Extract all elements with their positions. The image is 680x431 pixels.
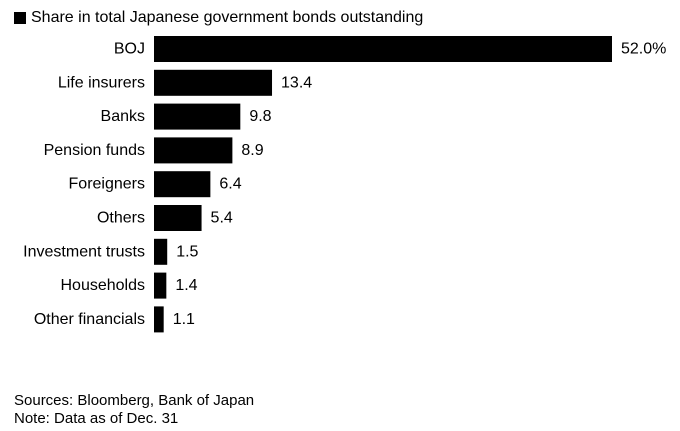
- category-label-others: Others: [97, 210, 145, 227]
- legend: Share in total Japanese government bonds…: [14, 8, 423, 28]
- bar-foreigners: [154, 171, 211, 198]
- value-label-banks: 9.8: [249, 108, 271, 125]
- bar-banks: [154, 103, 241, 130]
- bar-life-insurers: [154, 69, 273, 96]
- value-label-investment-trusts: 1.5: [176, 243, 198, 260]
- category-label-boj: BOJ: [114, 41, 145, 58]
- value-label-other-financials: 1.1: [173, 311, 195, 328]
- bar-boj: [154, 36, 612, 62]
- category-label-foreigners: Foreigners: [69, 176, 145, 193]
- category-label-banks: Banks: [101, 108, 145, 125]
- note-text: Note: Data as of Dec. 31: [14, 410, 179, 427]
- bar-other-financials: [154, 306, 164, 333]
- category-label-other-financials: Other financials: [34, 311, 145, 328]
- sources-text: Sources: Bloomberg, Bank of Japan: [14, 392, 255, 409]
- value-label-others: 5.4: [211, 210, 233, 227]
- value-label-foreigners: 6.4: [219, 176, 241, 193]
- bar-pension-funds: [154, 137, 233, 164]
- bar-investment-trusts: [154, 238, 168, 265]
- category-label-households: Households: [61, 277, 146, 294]
- value-label-life-insurers: 13.4: [281, 74, 312, 91]
- value-label-pension-funds: 8.9: [241, 142, 263, 159]
- legend-label: Share in total Japanese government bonds…: [31, 9, 424, 26]
- chart-footer: Sources: Bloomberg, Bank of Japan Note: …: [14, 392, 254, 428]
- legend-swatch: [14, 12, 26, 24]
- category-label-pension-funds: Pension funds: [44, 142, 145, 159]
- category-label-investment-trusts: Investment trusts: [23, 243, 145, 260]
- value-label-households: 1.4: [175, 277, 197, 294]
- bar-households: [154, 272, 167, 299]
- value-label-boj: 52.0%: [621, 41, 666, 58]
- category-label-life-insurers: Life insurers: [58, 74, 145, 91]
- bar-chart: BOJ 52.0% Life insurers 13.4 Banks 9.8 Pension…: [23, 36, 666, 333]
- bar-others: [154, 205, 202, 231]
